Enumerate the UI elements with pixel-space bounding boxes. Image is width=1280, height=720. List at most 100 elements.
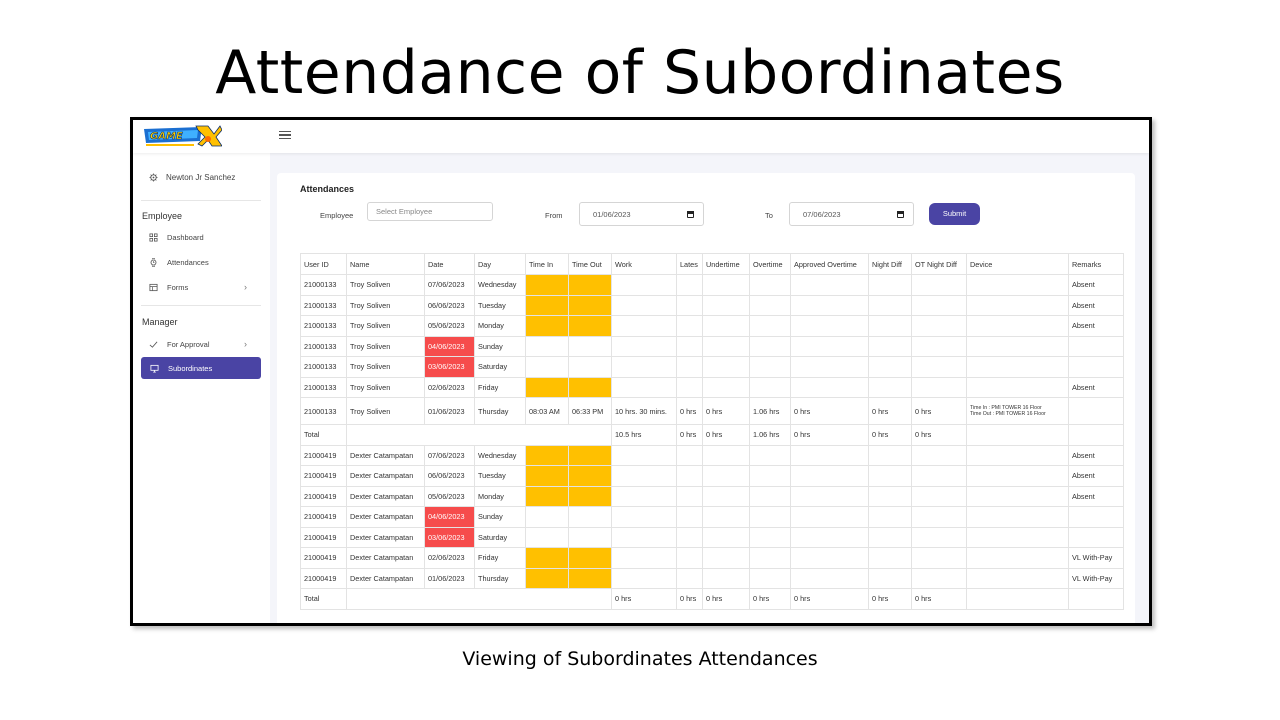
table-cell: 0 hrs xyxy=(868,424,912,446)
table-cell: Saturday xyxy=(474,356,526,378)
table-cell xyxy=(702,485,750,507)
table-cell: Troy Soliven xyxy=(346,274,425,296)
table-row: 21000419 Dexter Catampatan 01/06/2023 Thurs… xyxy=(300,567,1124,589)
table-cell xyxy=(749,547,791,569)
sidebar-user[interactable]: Newton Jr Sanchez xyxy=(149,173,235,182)
table-cell xyxy=(749,274,791,296)
check-icon xyxy=(149,341,158,348)
table-cell xyxy=(702,274,750,296)
table-cell xyxy=(966,315,1069,337)
table-cell: 21000133 xyxy=(300,397,347,425)
table-row: 21000419 Dexter Catampatan 05/06/2023 Monda… xyxy=(300,485,1124,507)
table-cell xyxy=(1068,356,1124,378)
table-cell xyxy=(525,335,569,357)
table-cell xyxy=(868,506,912,528)
sidebar-item-dashboard[interactable]: Dashboard xyxy=(149,230,261,244)
calendar-icon[interactable] xyxy=(897,211,904,218)
table-cell xyxy=(676,335,703,357)
sidebar-item-label: Subordinates xyxy=(168,363,213,373)
table-cell xyxy=(868,444,912,466)
missing-time-cell xyxy=(525,485,569,507)
table-cell: Absent xyxy=(1068,485,1124,507)
chevron-right-icon: › xyxy=(244,339,247,349)
table-cell: 21000419 xyxy=(300,567,347,589)
table-cell xyxy=(749,356,791,378)
slide-caption: Viewing of Subordinates Attendances xyxy=(462,648,818,670)
divider xyxy=(141,200,261,201)
table-cell: 10 hrs. 30 mins. xyxy=(611,397,677,425)
table-cell xyxy=(611,274,677,296)
sidebar-item-for-approval[interactable]: For Approval › xyxy=(149,337,261,351)
table-cell xyxy=(790,294,869,316)
table-cell: 0 hrs xyxy=(790,588,869,610)
table-cell: Wednesday xyxy=(474,274,526,296)
table-cell: 1.06 hrs xyxy=(749,397,791,425)
table-row: 21000133 Troy Soliven 07/06/2023 Wednesday A… xyxy=(300,274,1124,296)
table-cell xyxy=(676,547,703,569)
table-cell xyxy=(611,444,677,466)
table-cell xyxy=(611,485,677,507)
table-cell: Total xyxy=(300,588,347,610)
table-cell xyxy=(790,567,869,589)
table-cell xyxy=(868,526,912,548)
table-cell xyxy=(568,506,612,528)
table-cell: Sunday xyxy=(474,506,526,528)
table-cell: Absent xyxy=(1068,465,1124,487)
menu-toggle-icon[interactable] xyxy=(279,129,291,141)
table-cell xyxy=(611,506,677,528)
to-date-value: 07/06/2023 xyxy=(803,210,841,219)
column-header: Date xyxy=(424,253,475,275)
table-cell xyxy=(868,335,912,357)
column-header: Device xyxy=(966,253,1069,275)
missing-time-cell xyxy=(525,465,569,487)
table-cell: Absent xyxy=(1068,444,1124,466)
table-cell: Saturday xyxy=(474,526,526,548)
sidebar-item-forms[interactable]: Forms › xyxy=(149,280,261,294)
table-cell: 21000419 xyxy=(300,465,347,487)
submit-button[interactable]: Submit xyxy=(929,203,980,225)
table-cell xyxy=(676,356,703,378)
table-cell xyxy=(911,294,967,316)
table-row: 21000133 Troy Soliven 01/06/2023 Thursday 08… xyxy=(300,397,1124,425)
table-cell: Monday xyxy=(474,315,526,337)
sidebar: Newton Jr Sanchez Employee Dashboard Att… xyxy=(133,153,270,623)
table-cell: Sunday xyxy=(474,335,526,357)
user-name: Newton Jr Sanchez xyxy=(166,173,236,182)
table-cell xyxy=(676,485,703,507)
employee-select[interactable]: Select Employee xyxy=(367,202,493,221)
column-header: OT Night Diff xyxy=(911,253,967,275)
table-row: 21000133 Troy Soliven 03/06/2023 Saturday xyxy=(300,356,1124,378)
column-header: Overtime xyxy=(749,253,791,275)
table-cell xyxy=(611,567,677,589)
total-row: Total 0 hrs 0 hrs 0 hrs 0 hrs 0 hrs 0 hrs 0 hrs xyxy=(300,588,1124,610)
table-cell: 21000133 xyxy=(300,294,347,316)
table-cell xyxy=(790,376,869,398)
table-cell xyxy=(346,588,612,610)
column-header: User ID xyxy=(300,253,347,275)
table-cell xyxy=(790,506,869,528)
table-cell xyxy=(966,444,1069,466)
table-cell xyxy=(676,465,703,487)
weekend-date-cell: 04/06/2023 xyxy=(424,506,475,528)
missing-time-cell xyxy=(525,567,569,589)
table-cell xyxy=(1068,335,1124,357)
svg-text:GAME: GAME xyxy=(150,131,183,142)
table-cell: 0 hrs xyxy=(702,424,750,446)
table-cell xyxy=(568,526,612,548)
table-cell xyxy=(790,356,869,378)
sidebar-item-attendances[interactable]: Attendances xyxy=(149,255,261,269)
table-cell: 21000419 xyxy=(300,506,347,528)
from-date-field[interactable]: 01/06/2023 xyxy=(579,202,704,226)
table-row: 21000419 Dexter Catampatan 03/06/2023 Satur… xyxy=(300,526,1124,548)
table-cell xyxy=(702,465,750,487)
column-header: Time Out xyxy=(568,253,612,275)
calendar-icon[interactable] xyxy=(687,211,694,218)
table-cell: Friday xyxy=(474,547,526,569)
table-cell xyxy=(966,547,1069,569)
table-cell: Monday xyxy=(474,485,526,507)
table-cell xyxy=(611,465,677,487)
to-date-field[interactable]: 07/06/2023 xyxy=(789,202,914,226)
table-cell: 06/06/2023 xyxy=(424,294,475,316)
table-cell: 21000133 xyxy=(300,274,347,296)
sidebar-item-subordinates[interactable]: Subordinates xyxy=(141,357,261,379)
